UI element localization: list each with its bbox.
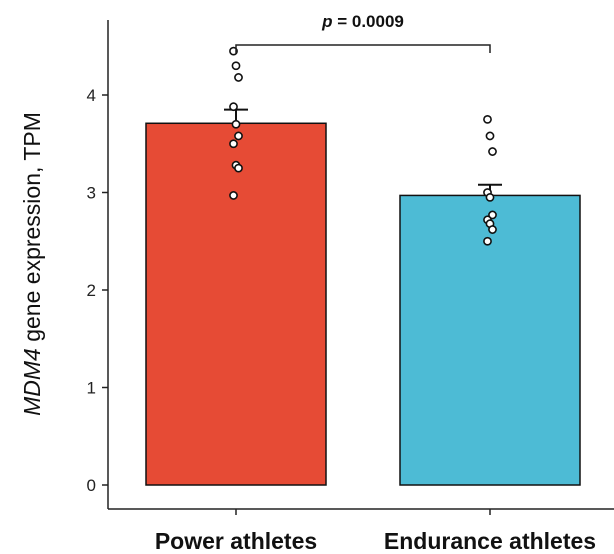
data-point (483, 114, 492, 124)
data-point (488, 225, 497, 234)
y-axis-label: MDM4 gene expression, TPM (19, 112, 45, 416)
y-tick-label: 3 (87, 184, 96, 203)
data-point (229, 102, 238, 112)
x-axis: Power athletes Endurance athletes (108, 508, 614, 554)
data-point (231, 61, 241, 71)
y-tick-label: 4 (87, 86, 96, 105)
y-axis-label-rest: gene expression, TPM (19, 112, 45, 348)
p-symbol: p (321, 12, 332, 31)
bars-group (145, 122, 581, 486)
data-point (229, 139, 238, 149)
data-point (485, 131, 495, 141)
data-point (488, 210, 497, 220)
y-tick-label: 1 (87, 379, 96, 398)
bracket-line (235, 44, 491, 53)
y-axis-label-gene: MDM4 (19, 348, 45, 416)
data-point (488, 147, 497, 156)
x-category-label: Power athletes (155, 528, 317, 554)
data-points-group (229, 46, 497, 246)
data-point (229, 191, 238, 200)
data-point (234, 163, 243, 173)
p-value-label: p = 0.0009 (321, 12, 404, 31)
data-point (485, 192, 495, 202)
data-point (483, 236, 492, 246)
x-category-label: Endurance athletes (384, 528, 596, 554)
y-tick-label: 0 (87, 476, 96, 495)
y-tick-label: 2 (87, 281, 96, 300)
data-point (234, 131, 243, 141)
significance-bracket: p = 0.0009 (235, 12, 491, 53)
bar-1 (145, 122, 327, 486)
y-axis: 0 1 2 3 4 (87, 20, 109, 509)
data-point (234, 73, 243, 82)
p-value-text: = 0.0009 (333, 12, 404, 31)
data-point (231, 119, 241, 129)
